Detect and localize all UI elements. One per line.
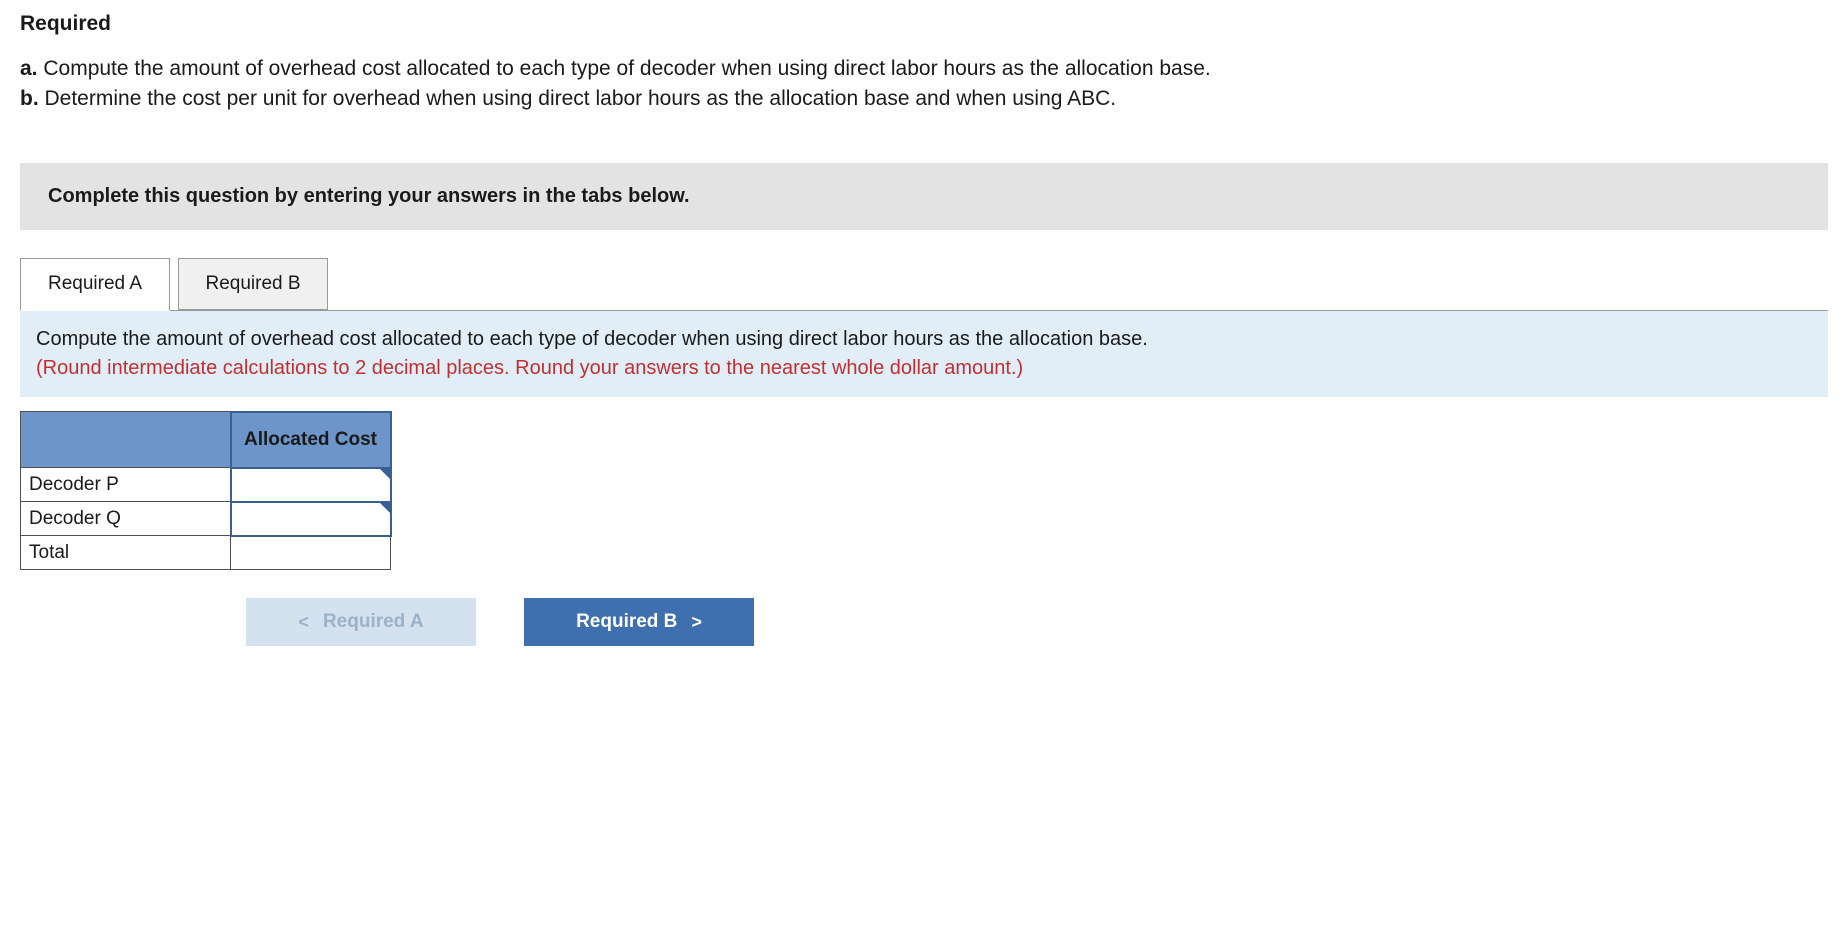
table-row: Decoder P (21, 468, 391, 502)
chevron-left-icon: < (298, 612, 309, 633)
input-flag-icon (380, 469, 390, 479)
next-button-label: Required B (576, 611, 677, 633)
next-button-required-b[interactable]: Required B > (524, 598, 754, 646)
row-label-total: Total (21, 536, 231, 570)
required-heading: Required (20, 12, 1828, 36)
tab-required-a[interactable]: Required A (20, 258, 170, 311)
tab-nav-buttons: < Required A Required B > (20, 598, 980, 646)
chevron-right-icon: > (691, 612, 702, 633)
table-header-row: Allocated Cost (21, 412, 391, 468)
panel-rounding-note: (Round intermediate calculations to 2 de… (36, 357, 1023, 379)
input-decoder-p-allocated-cost[interactable] (231, 468, 391, 502)
input-decoder-q-allocated-cost[interactable] (231, 502, 391, 536)
question-b: b. Determine the cost per unit for overh… (20, 84, 1828, 114)
question-b-text: Determine the cost per unit for overhead… (39, 87, 1116, 110)
table-row: Total (21, 536, 391, 570)
row-label-decoder-q: Decoder Q (21, 502, 231, 536)
question-a: a. Compute the amount of overhead cost a… (20, 54, 1828, 84)
prev-button-label: Required A (323, 611, 424, 633)
tabs-row: Required A Required B (20, 258, 1828, 310)
table-header-blank (21, 412, 231, 468)
tab-required-b[interactable]: Required B (178, 258, 328, 310)
allocated-cost-table: Allocated Cost Decoder P Decoder Q Total (20, 411, 392, 571)
table-header-allocated-cost: Allocated Cost (231, 412, 391, 468)
question-a-prefix: a. (20, 57, 38, 80)
panel-instruction: Compute the amount of overhead cost allo… (36, 328, 1148, 350)
input-flag-icon (380, 503, 390, 513)
question-a-text: Compute the amount of overhead cost allo… (38, 57, 1211, 80)
row-label-decoder-p: Decoder P (21, 468, 231, 502)
instruction-bar: Complete this question by entering your … (20, 163, 1828, 230)
prev-button-required-a: < Required A (246, 598, 476, 646)
tab-panel-required-a: Compute the amount of overhead cost allo… (20, 310, 1828, 397)
table-row: Decoder Q (21, 502, 391, 536)
cell-total-allocated-cost (231, 536, 391, 570)
question-list: a. Compute the amount of overhead cost a… (20, 54, 1828, 115)
question-b-prefix: b. (20, 87, 39, 110)
